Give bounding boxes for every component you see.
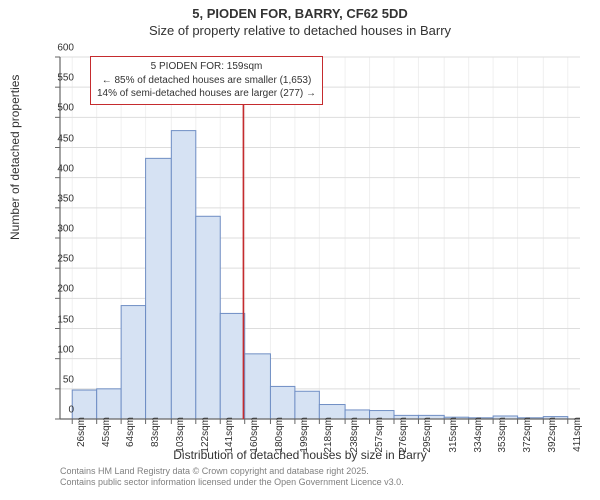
x-tick-label: 392sqm: [547, 417, 558, 453]
x-tick-label: 103sqm: [175, 417, 186, 453]
x-tick-label: 199sqm: [299, 417, 310, 453]
y-tick-label: 350: [44, 193, 74, 204]
footer-line-1: Contains HM Land Registry data © Crown c…: [60, 466, 404, 477]
y-tick-label: 400: [44, 163, 74, 174]
x-tick-label: 411sqm: [572, 417, 583, 452]
y-tick-label: 0: [44, 405, 74, 416]
x-tick-label: 160sqm: [249, 417, 260, 453]
x-tick-label: 141sqm: [224, 417, 235, 453]
y-tick-label: 200: [44, 284, 74, 295]
x-tick-label: 372sqm: [522, 417, 533, 453]
y-tick-label: 50: [44, 374, 74, 385]
x-tick-label: 122sqm: [200, 417, 211, 453]
x-tick-label: 26sqm: [76, 417, 87, 447]
y-tick-label: 150: [44, 314, 74, 325]
x-tick-label: 218sqm: [323, 417, 334, 453]
callout-line-1: 5 PIODEN FOR: 159sqm: [97, 60, 316, 74]
histogram-plot: [60, 48, 580, 428]
y-tick-label: 500: [44, 103, 74, 114]
callout-line-3: 14% of semi-detached houses are larger (…: [97, 87, 316, 101]
x-tick-label: 238sqm: [349, 417, 360, 453]
chart-title-address: 5, PIODEN FOR, BARRY, CF62 5DD: [0, 0, 600, 21]
x-tick-label: 64sqm: [125, 417, 136, 447]
x-tick-label: 180sqm: [274, 417, 285, 453]
reference-callout: 5 PIODEN FOR: 159sqm ← 85% of detached h…: [90, 56, 323, 105]
y-tick-label: 550: [44, 73, 74, 84]
x-tick-label: 315sqm: [448, 417, 459, 453]
y-axis-label: Number of detached properties: [8, 75, 22, 240]
x-tick-label: 334sqm: [473, 417, 484, 453]
y-tick-label: 600: [44, 43, 74, 54]
callout-line-2: ← 85% of detached houses are smaller (1,…: [97, 74, 316, 88]
footer-attribution: Contains HM Land Registry data © Crown c…: [60, 466, 404, 489]
x-tick-label: 295sqm: [422, 417, 433, 453]
x-tick-label: 45sqm: [101, 417, 112, 447]
chart-title-desc: Size of property relative to detached ho…: [0, 21, 600, 38]
footer-line-2: Contains public sector information licen…: [60, 477, 404, 488]
x-tick-label: 257sqm: [374, 417, 385, 453]
y-tick-label: 100: [44, 344, 74, 355]
x-tick-label: 83sqm: [150, 417, 161, 447]
x-tick-label: 276sqm: [398, 417, 409, 453]
y-tick-label: 300: [44, 224, 74, 235]
x-tick-label: 353sqm: [497, 417, 508, 453]
chart-area: 5 PIODEN FOR: 159sqm ← 85% of detached h…: [60, 48, 580, 428]
y-tick-label: 250: [44, 254, 74, 265]
y-tick-label: 450: [44, 133, 74, 144]
